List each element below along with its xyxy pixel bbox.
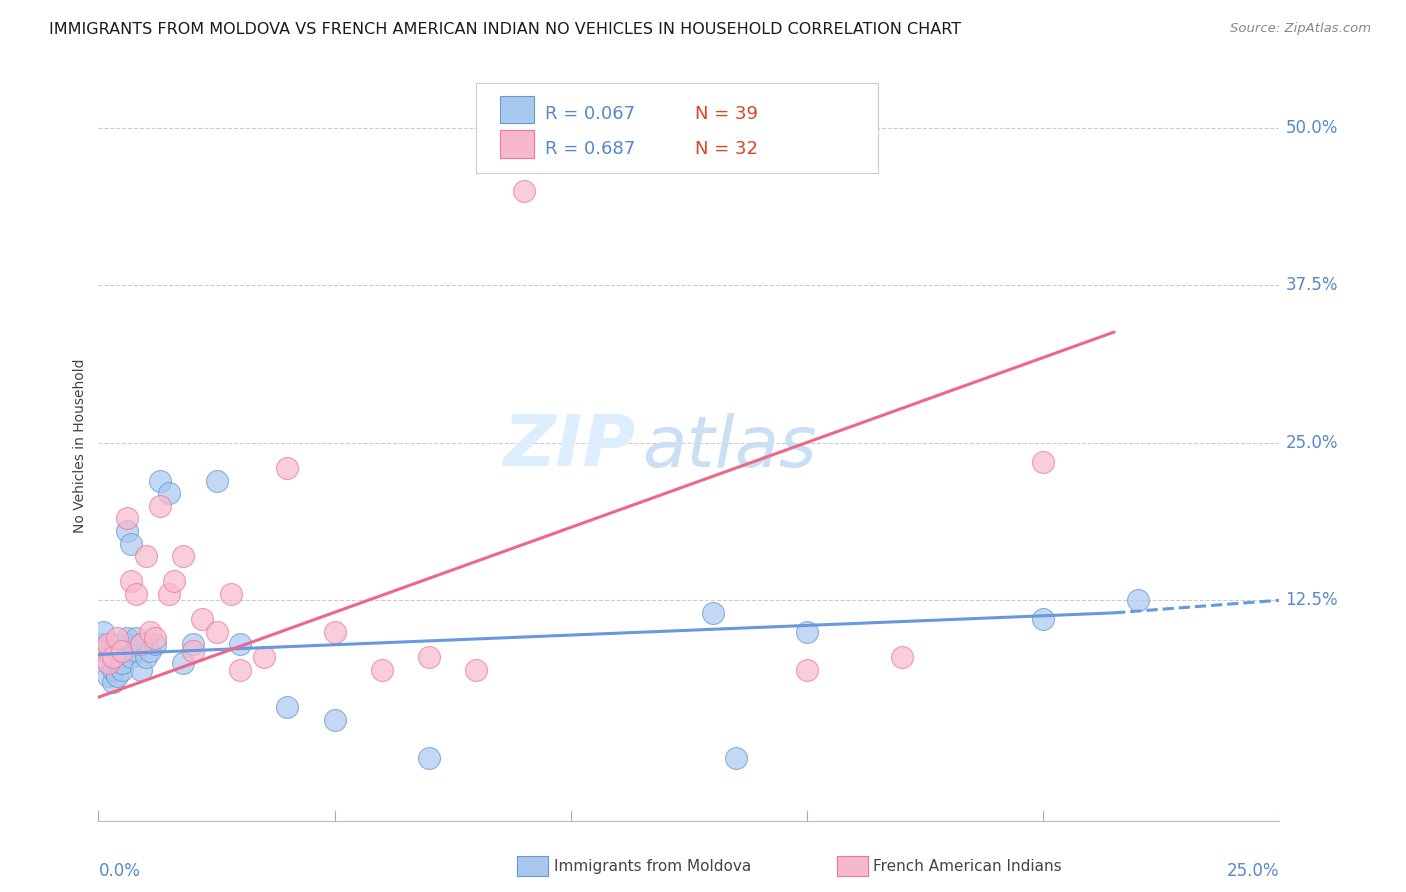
Point <box>125 587 148 601</box>
Point <box>1032 612 1054 626</box>
Point <box>205 474 228 488</box>
Point <box>97 657 120 671</box>
Y-axis label: No Vehicles in Household: No Vehicles in Household <box>73 359 87 533</box>
Point <box>97 643 120 657</box>
Point <box>115 631 138 645</box>
Text: atlas: atlas <box>641 413 817 482</box>
Text: 25.0%: 25.0% <box>1285 434 1339 452</box>
Point <box>97 657 120 671</box>
Point <box>105 669 128 683</box>
Point <box>121 536 143 550</box>
Point <box>115 637 138 651</box>
Point <box>135 649 157 664</box>
Point <box>101 649 124 664</box>
Point <box>796 663 818 677</box>
Point <box>371 663 394 677</box>
Point <box>181 643 204 657</box>
Text: N = 39: N = 39 <box>695 105 758 123</box>
Point <box>143 631 166 645</box>
Point <box>1126 593 1149 607</box>
Point <box>101 663 124 677</box>
Point <box>172 657 194 671</box>
Text: Source: ZipAtlas.com: Source: ZipAtlas.com <box>1230 22 1371 36</box>
Point <box>323 713 346 727</box>
Point <box>323 624 346 639</box>
Point <box>890 649 912 664</box>
Point <box>253 649 276 664</box>
Point <box>121 574 143 589</box>
Point <box>725 750 748 764</box>
Point <box>172 549 194 564</box>
Point <box>105 631 128 645</box>
Point <box>111 643 134 657</box>
FancyBboxPatch shape <box>477 83 877 172</box>
Point <box>105 649 128 664</box>
Point <box>139 643 162 657</box>
Point <box>157 587 180 601</box>
Point <box>157 486 180 500</box>
Text: 12.5%: 12.5% <box>1285 591 1339 609</box>
Text: N = 32: N = 32 <box>695 139 758 158</box>
Point <box>418 750 440 764</box>
Point <box>121 649 143 664</box>
Point <box>125 631 148 645</box>
Point <box>97 637 120 651</box>
Text: IMMIGRANTS FROM MOLDOVA VS FRENCH AMERICAN INDIAN NO VEHICLES IN HOUSEHOLD CORRE: IMMIGRANTS FROM MOLDOVA VS FRENCH AMERIC… <box>49 22 962 37</box>
Point <box>465 663 488 677</box>
Point <box>97 669 120 683</box>
Point <box>205 624 228 639</box>
Point <box>135 549 157 564</box>
Point <box>125 643 148 657</box>
Text: 0.0%: 0.0% <box>98 862 141 880</box>
Text: 50.0%: 50.0% <box>1285 119 1337 137</box>
Point <box>191 612 214 626</box>
Text: ZIP: ZIP <box>503 411 636 481</box>
Text: 25.0%: 25.0% <box>1227 862 1279 880</box>
Point <box>129 637 152 651</box>
Point <box>101 675 124 690</box>
Point <box>105 637 128 651</box>
Point <box>111 663 134 677</box>
Point <box>101 649 124 664</box>
Point <box>139 624 162 639</box>
Text: 37.5%: 37.5% <box>1285 277 1339 294</box>
FancyBboxPatch shape <box>501 130 534 158</box>
Point <box>163 574 186 589</box>
Point <box>115 511 138 525</box>
Point <box>229 637 252 651</box>
Point <box>229 663 252 677</box>
Point <box>1032 455 1054 469</box>
Point <box>796 624 818 639</box>
Point <box>276 461 298 475</box>
Point <box>115 524 138 538</box>
Point <box>219 587 242 601</box>
Text: Immigrants from Moldova: Immigrants from Moldova <box>554 859 751 873</box>
Point <box>276 700 298 714</box>
Point <box>512 184 534 198</box>
Point <box>181 637 204 651</box>
Text: R = 0.067: R = 0.067 <box>546 105 636 123</box>
Text: R = 0.687: R = 0.687 <box>546 139 636 158</box>
Point <box>129 637 152 651</box>
Point <box>143 637 166 651</box>
Text: French American Indians: French American Indians <box>873 859 1062 873</box>
Point <box>111 657 134 671</box>
Point <box>149 474 172 488</box>
Point <box>91 637 114 651</box>
Point <box>702 606 724 620</box>
Point <box>91 643 114 657</box>
Point <box>149 499 172 513</box>
Point <box>91 624 114 639</box>
Point <box>129 663 152 677</box>
Point <box>418 649 440 664</box>
FancyBboxPatch shape <box>501 95 534 123</box>
